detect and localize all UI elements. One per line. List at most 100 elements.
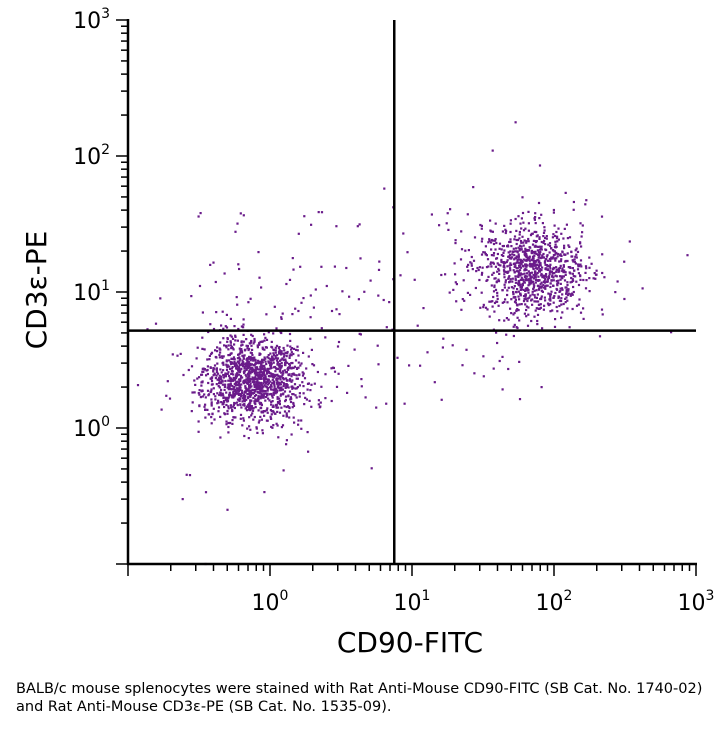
data-point — [491, 305, 494, 308]
data-point — [447, 228, 450, 231]
data-point — [254, 390, 257, 393]
data-point — [508, 253, 512, 256]
data-point — [276, 357, 280, 360]
data-point — [210, 398, 213, 401]
data-point — [210, 402, 213, 406]
data-point — [541, 290, 544, 293]
data-point — [197, 430, 200, 433]
data-point — [359, 257, 362, 260]
data-point — [303, 377, 307, 380]
data-point — [540, 248, 543, 251]
data-point — [244, 394, 247, 398]
data-point — [250, 389, 253, 392]
data-point — [516, 275, 519, 278]
data-point — [560, 276, 563, 279]
data-point — [466, 213, 469, 216]
data-point — [210, 390, 213, 393]
data-point — [214, 395, 217, 398]
data-point — [287, 410, 291, 413]
data-point — [557, 296, 560, 299]
data-point — [364, 396, 367, 399]
data-point — [265, 370, 268, 373]
data-point — [221, 356, 224, 359]
data-point — [525, 268, 528, 271]
data-point — [166, 380, 169, 383]
data-point — [248, 363, 251, 367]
data-point — [221, 310, 224, 313]
data-point — [247, 408, 250, 411]
data-point — [231, 357, 234, 361]
data-point — [548, 273, 551, 276]
data-point — [215, 367, 218, 370]
data-point — [285, 443, 288, 446]
data-point — [555, 268, 558, 271]
data-point — [529, 273, 532, 276]
data-point — [577, 283, 581, 287]
data-point — [469, 293, 472, 296]
data-point — [241, 365, 245, 368]
data-point — [594, 277, 597, 280]
data-point — [569, 294, 572, 297]
data-point — [498, 242, 502, 245]
data-point — [203, 348, 206, 351]
data-point — [266, 394, 269, 397]
data-point — [250, 370, 253, 373]
data-point — [549, 259, 552, 262]
data-point — [508, 240, 511, 244]
data-point — [263, 392, 266, 395]
data-point — [449, 208, 452, 211]
data-point — [324, 336, 327, 339]
data-point — [207, 393, 211, 396]
data-point — [555, 270, 558, 273]
data-point — [524, 227, 527, 230]
data-point — [297, 232, 300, 235]
data-point — [300, 419, 303, 422]
data-point — [263, 358, 266, 361]
data-point — [543, 285, 547, 288]
data-point — [197, 420, 200, 423]
data-point — [218, 353, 221, 356]
data-point — [472, 259, 476, 262]
data-point — [426, 351, 429, 354]
data-point — [220, 371, 223, 374]
data-point — [195, 357, 198, 360]
data-point — [235, 296, 238, 299]
data-point — [538, 254, 541, 257]
data-point — [563, 279, 567, 282]
data-point — [256, 359, 260, 362]
data-point — [517, 253, 520, 256]
data-point — [292, 352, 295, 356]
data-point — [260, 392, 263, 395]
data-point — [238, 384, 241, 387]
data-point — [295, 348, 298, 351]
data-point — [269, 352, 272, 355]
data-point — [229, 360, 232, 364]
data-point — [299, 364, 302, 367]
data-point — [274, 346, 277, 349]
data-point — [259, 401, 262, 405]
data-point — [518, 319, 521, 322]
data-point — [516, 304, 519, 307]
data-point — [224, 374, 227, 377]
data-point — [531, 298, 534, 301]
data-point — [226, 337, 229, 340]
data-point — [247, 437, 250, 440]
data-point — [306, 382, 310, 385]
data-point — [403, 402, 406, 405]
data-point — [233, 406, 236, 410]
data-point — [225, 344, 228, 347]
data-point — [543, 260, 547, 263]
data-point — [209, 366, 212, 369]
data-point — [190, 410, 193, 413]
data-point — [252, 392, 255, 395]
data-point — [492, 252, 496, 255]
data-point — [290, 397, 293, 400]
data-point — [259, 389, 262, 392]
data-point — [201, 336, 204, 339]
data-point — [522, 241, 525, 244]
data-point — [552, 276, 555, 279]
data-point — [204, 491, 208, 494]
data-point — [279, 368, 282, 371]
data-point — [229, 344, 232, 347]
data-point — [213, 418, 216, 421]
